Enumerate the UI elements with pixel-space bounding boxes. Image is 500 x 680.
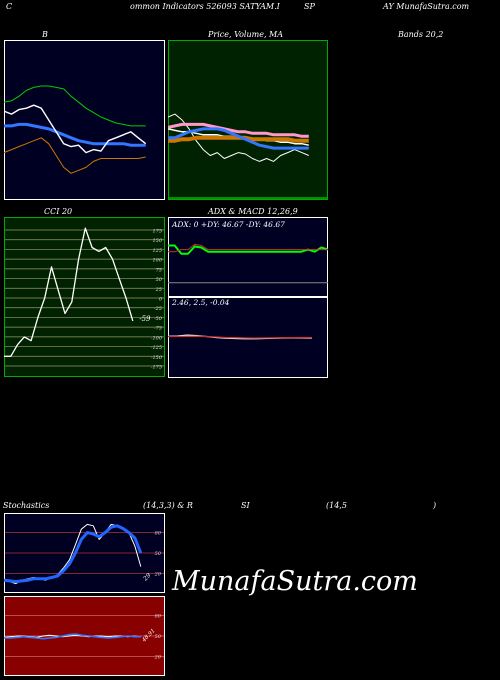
stochastics-panel: 80 50 20 29 [4,513,165,593]
cci-tick-label: -100 [151,335,163,341]
macd-series-1 [168,335,312,339]
cci-tick-label: -50 [154,316,163,322]
cci-tick-label: 75 [156,267,162,273]
panel-background [168,217,328,297]
watermark: MunafaSutra.com [172,566,418,597]
stoch-title-4: (14,5 [326,501,347,510]
cci-tick-label: 0 [159,297,163,303]
bollinger-series-3 [4,137,146,174]
cci-tick-label: 125 [152,248,162,254]
cci-title: CCI 20 [44,207,73,216]
adx-title: ADX & MACD 12,26,9 [208,207,298,216]
p-price-svg [168,40,328,200]
p-cci-svg: 175 150 125 100 75 50 25 0 -25 -50 -75 -100 -125 -150… [4,217,165,377]
rsi-tick-label: 80 [155,614,162,620]
bollinger-series-2 [4,104,147,154]
cci-tick-label: 175 [152,229,162,235]
stoch-current-value: 29 [141,572,152,583]
stoch-tick-label: 50 [155,551,162,557]
macd-values-label: 2.46, 2.5, -0.04 [171,298,230,307]
p-boll-svg [4,40,165,200]
adx-panel: ADX: 0 +DY: 46.67 -DY: 46.67 [168,217,328,297]
cci-tick-label: -75 [154,326,162,332]
price-ma-series-2 [168,122,309,138]
price-ma-title: Price, Volume, MA [208,30,284,39]
stoch-series-1 [4,524,143,584]
rsi-panel: 80 50 20 48.91 [4,596,165,676]
cci-tick-label: -125 [151,345,162,351]
cci-tick-label: 100 [152,258,162,264]
header-part-3: SP [304,2,315,11]
stoch-title-3: SI [241,501,250,510]
cci-tick-label: -25 [154,306,162,312]
bands-title: Bands 20,2 [398,30,444,39]
adx-values-label: ADX: 0 +DY: 46.67 -DY: 46.67 [171,220,285,229]
stoch-title-2: (14,3,3) & R [143,501,193,510]
cci-tick-label: -150 [151,355,163,361]
adx-series-1 [168,243,328,253]
header-part-4: AY MunafaSutra.com [383,2,470,11]
rsi-series-1 [4,633,141,640]
panel-background [4,40,165,200]
header-part-1: C [6,2,13,11]
bollinger-title: B [42,30,48,39]
rsi-tick-label: 20 [154,654,162,660]
header-part-2: ommon Indicators 526093 SATYAM.I [130,2,280,11]
bollinger-panel [4,40,165,200]
bollinger-series-1 [4,122,146,147]
cci-current-value: -59 [139,315,151,323]
price-ma-panel [168,40,328,200]
cci-panel: 175 150 125 100 75 50 25 0 -25 -50 -75 -100 -125 -150… [4,217,165,377]
cci-tick-label: 50 [156,277,163,283]
p-adx-svg: ADX: 0 +DY: 46.67 -DY: 46.67 [168,217,328,297]
adx-series-0 [168,244,328,255]
panel-background [168,40,328,200]
panel-background [4,217,165,377]
stoch-title-5: ) [433,501,437,510]
macd-panel: 2.46, 2.5, -0.04 [168,297,328,378]
stoch-tick-label: 80 [155,531,162,537]
cci-tick-label: 150 [152,238,162,244]
stoch-tick-label: 20 [154,571,162,577]
rsi-tick-label: 50 [155,634,162,640]
p-macd-svg: 2.46, 2.5, -0.04 [168,297,328,378]
stoch-title-1: Stochastics [3,501,50,510]
cci-tick-label: -175 [151,365,162,371]
cci-series-0 [4,227,134,357]
bollinger-series-0 [4,85,146,127]
cci-tick-label: 25 [155,287,162,293]
price-ma-series-4 [168,127,309,150]
